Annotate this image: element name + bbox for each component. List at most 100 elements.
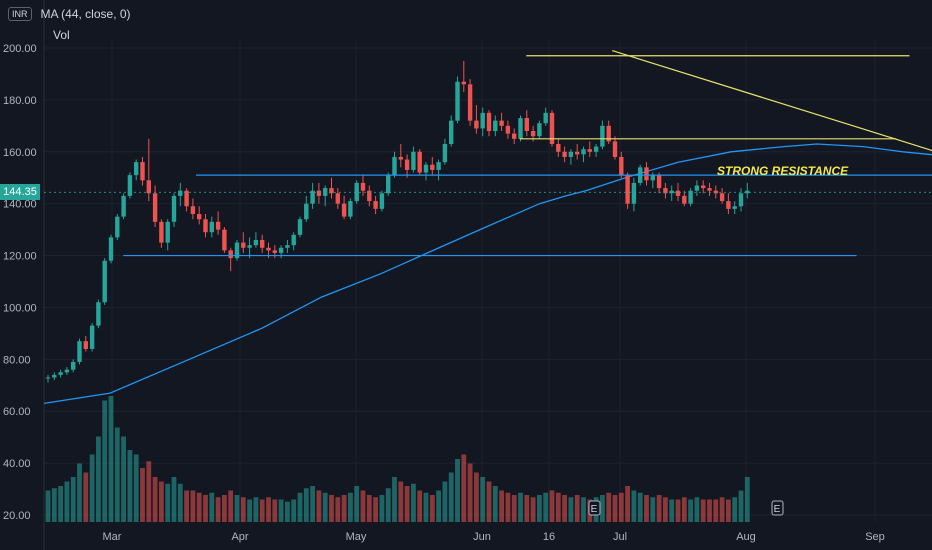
candle-body [568, 151, 574, 157]
earnings-box [588, 500, 601, 516]
volume-bar [209, 492, 215, 522]
candle-body [518, 118, 523, 139]
volume-bar [600, 495, 605, 522]
candle-body [379, 193, 385, 209]
candle-body [606, 125, 611, 142]
y-tick-label: 60.00 [3, 406, 31, 418]
volume-bar [726, 499, 731, 522]
candle-body [247, 245, 252, 248]
volume-bar [732, 497, 738, 522]
candle-body [127, 175, 133, 196]
candle-body [650, 175, 655, 181]
volume-bar [272, 499, 278, 522]
candle-body [682, 195, 687, 204]
volume-bar [719, 497, 725, 522]
volume-bar [625, 486, 630, 522]
candle-body [480, 112, 485, 129]
candle-body [455, 81, 460, 121]
volume-bar [360, 490, 366, 522]
candle-body [278, 247, 284, 253]
candle-body [171, 195, 177, 222]
candle-body [184, 190, 189, 207]
candle-body [486, 112, 492, 132]
candle-body [726, 201, 731, 209]
volume-bar [581, 497, 586, 522]
candle-body [134, 162, 139, 176]
volume-bar [316, 490, 322, 522]
candle-body [71, 361, 76, 370]
volume-bar [322, 492, 328, 522]
y-tick-label: 40.00 [3, 458, 31, 470]
candle-body [505, 125, 511, 134]
volume-bar [51, 488, 57, 522]
volume-bar [398, 481, 404, 522]
volume-bar [373, 497, 378, 522]
candle-body [688, 190, 693, 204]
volume-bar [537, 495, 542, 522]
volume-bar [341, 495, 347, 522]
volume-bar [442, 481, 448, 522]
candle-body [732, 206, 737, 209]
chart-header: INR MA (44, close, 0) [0, 0, 131, 44]
candle-body [581, 149, 586, 155]
trend-line [611, 50, 932, 152]
volume-bar [247, 499, 252, 522]
volume-bar [606, 492, 612, 522]
volume-bar [543, 492, 549, 522]
earnings-marker: E [771, 500, 784, 516]
volume-bar [436, 490, 441, 522]
volume-bar [700, 499, 706, 522]
candle-body [234, 242, 240, 259]
candle-body [430, 164, 435, 170]
volume-bar [159, 481, 164, 522]
candle-body [159, 221, 164, 243]
candle-body [612, 141, 618, 157]
volume-bar [291, 499, 297, 522]
candle-body [83, 341, 88, 349]
volume-bar [190, 490, 196, 522]
volume-bar [681, 497, 687, 522]
volume-bar [266, 497, 271, 522]
candle-body [619, 156, 624, 176]
volume-bar [108, 396, 114, 522]
candle-body [52, 374, 57, 378]
volume-bar [461, 454, 467, 522]
candle-body [562, 151, 567, 157]
volume-bar [744, 477, 750, 522]
candle-body [701, 185, 706, 189]
candle-body [404, 159, 410, 170]
candle-body [524, 118, 529, 132]
volume-bar [58, 486, 63, 522]
y-tick-label: 100.00 [3, 302, 37, 314]
volume-bar [165, 483, 171, 522]
y-tick-label: 120.00 [3, 251, 37, 263]
volume-bar [404, 486, 410, 522]
candle-body [423, 164, 429, 173]
strong-resistance-label: STRONG RESISTANCE [717, 164, 849, 178]
volume-indicator-label[interactable]: Vol [53, 28, 70, 42]
candle-body [190, 206, 196, 215]
candle-body [474, 120, 479, 129]
candle-body [152, 193, 158, 222]
candle-body [272, 250, 277, 253]
volume-bar [215, 497, 221, 522]
volume-bar [77, 463, 82, 522]
volume-bar [631, 490, 637, 522]
volume-bar [379, 495, 385, 522]
volume-bar [518, 492, 523, 522]
volume-bar [45, 490, 51, 522]
candle-body [266, 247, 271, 251]
candle-body [197, 214, 202, 220]
volume-bar [354, 486, 360, 522]
earnings-marker-label: E [774, 504, 781, 515]
candle-body [373, 201, 378, 209]
volume-bar [335, 497, 341, 522]
candle-body [593, 146, 599, 152]
ma-indicator-label[interactable]: MA (44, close, 0) [40, 7, 131, 21]
candle-body [442, 143, 448, 163]
x-tick-label: Mar [103, 531, 122, 543]
candle-body [291, 234, 296, 246]
currency-badge[interactable]: INR [8, 7, 32, 21]
candle-body [675, 190, 681, 196]
